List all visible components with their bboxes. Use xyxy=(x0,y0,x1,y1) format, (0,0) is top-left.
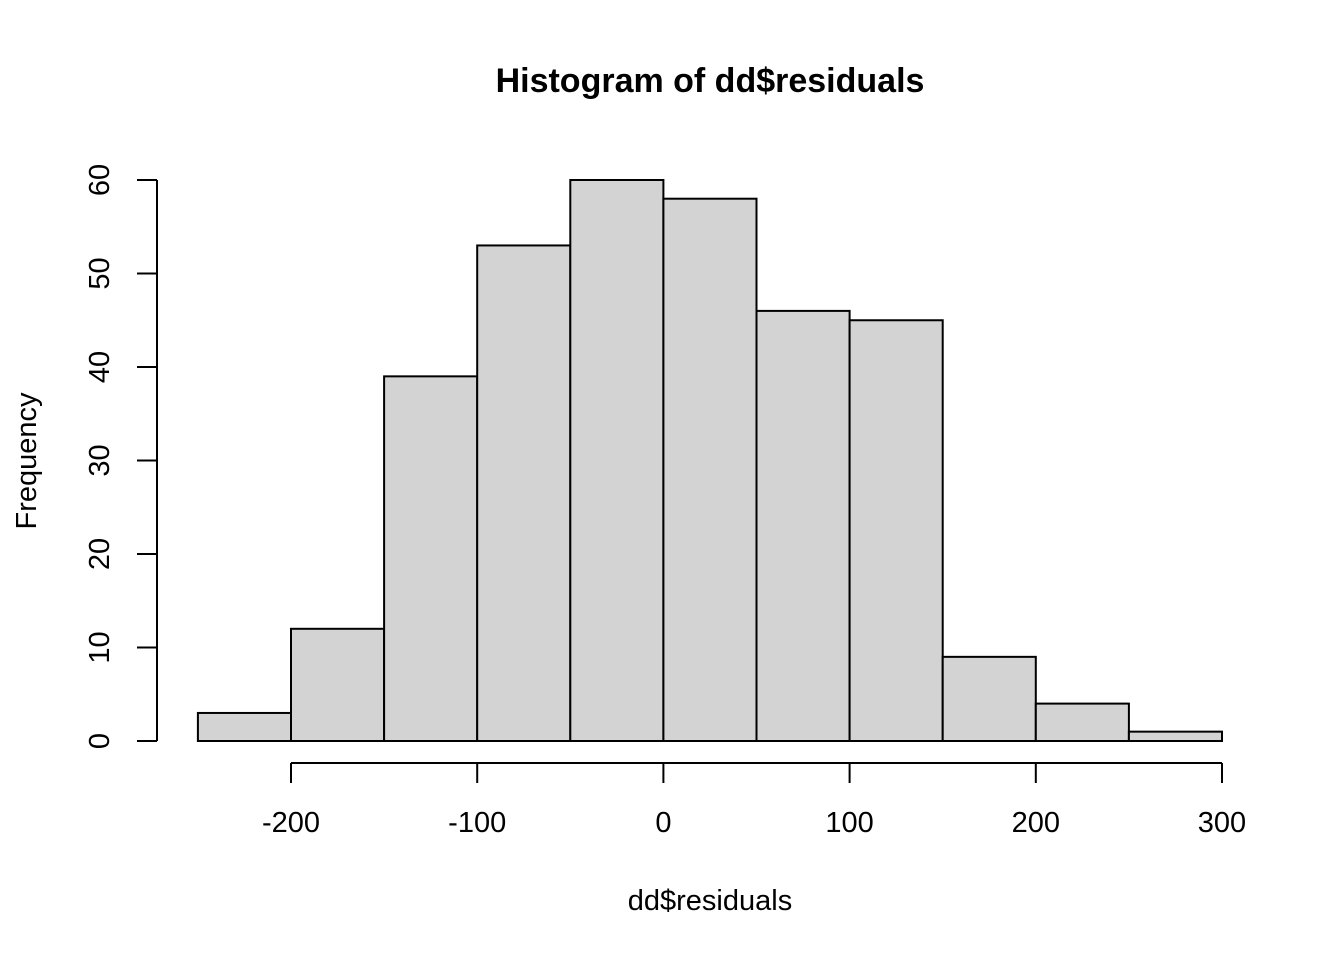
y-tick-label: 40 xyxy=(84,351,116,383)
x-tick-label: 200 xyxy=(1012,807,1060,839)
x-axis-label: dd$residuals xyxy=(628,885,792,917)
x-tick-label: -100 xyxy=(448,807,506,839)
histogram-bar xyxy=(196,711,292,743)
x-tick-label: -200 xyxy=(262,807,320,839)
x-tick-label: 100 xyxy=(825,807,873,839)
y-tick-label: 50 xyxy=(84,257,116,289)
x-tick-label: 0 xyxy=(655,807,671,839)
y-tick-label: 0 xyxy=(84,733,116,749)
y-axis: 0 10 20 30 40 50 60 xyxy=(84,164,158,749)
y-tick-label: 60 xyxy=(84,164,116,196)
histogram-bar xyxy=(383,375,479,742)
x-axis: -200 -100 0 100 200 300 xyxy=(262,762,1246,839)
histogram-bar xyxy=(662,197,758,742)
y-axis-label: Frequency xyxy=(11,392,43,530)
y-tick-label: 10 xyxy=(84,631,116,663)
y-tick-label: 20 xyxy=(84,538,116,570)
histogram-bar xyxy=(290,627,386,742)
histogram-bar xyxy=(476,244,572,742)
bars-group xyxy=(196,179,1224,743)
histogram-bar xyxy=(755,309,851,742)
histogram-bar xyxy=(1034,702,1130,742)
x-tick-label: 300 xyxy=(1198,807,1246,839)
histogram-bar xyxy=(848,319,944,742)
histogram-bar xyxy=(1127,730,1224,743)
histogram-bar xyxy=(941,655,1037,742)
chart-title: Histogram of dd$residuals xyxy=(496,62,925,100)
histogram-bar xyxy=(569,179,665,742)
y-tick-label: 30 xyxy=(84,444,116,476)
